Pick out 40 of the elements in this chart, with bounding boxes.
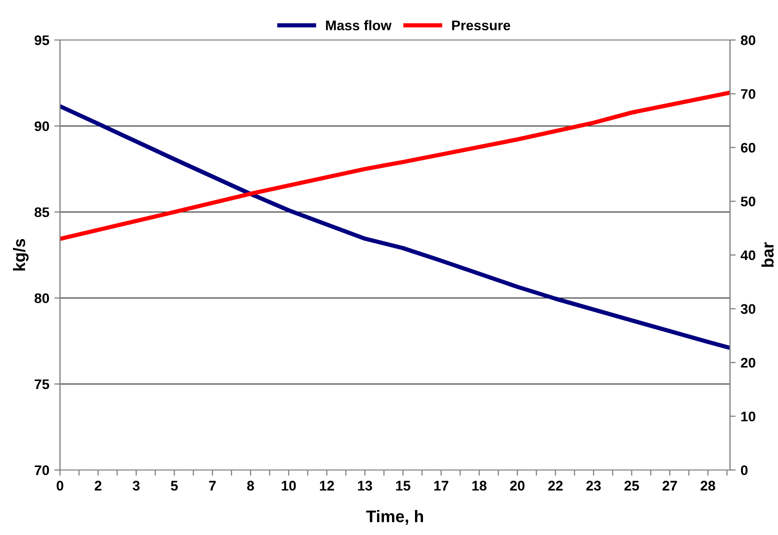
legend-label: Mass flow [326,20,392,30]
y2-axis-title: bar [761,242,774,267]
x-tick-label: 13 [358,480,372,491]
y-tick-label: 90 [34,121,50,132]
x-tick-label: 27 [662,480,677,490]
x-tick-label: 5 [170,480,178,491]
y2-tick-label: 0 [740,465,748,476]
x-tick-label: 8 [247,480,254,491]
y-axis-title: kg/s [12,239,29,271]
line-series [60,104,730,350]
x-tick-label: 22 [548,480,563,490]
y2-tick-label: 60 [740,142,756,153]
y-tick-label: 80 [34,293,50,304]
y2-tick-label: 10 [741,412,756,422]
x-tick-label: 18 [472,480,487,491]
x-tick-label: 2 [94,480,102,490]
x-tick-label: 7 [209,480,216,490]
y2-tick-label: 30 [740,304,756,314]
x-tick-label: 10 [282,480,296,491]
y-tick-label: 95 [34,35,50,46]
x-tick-label: 23 [586,480,601,491]
x-tick-label: 20 [510,480,524,491]
y-tick-label: 75 [34,379,50,390]
y-tick-label: 70 [34,465,50,476]
y2-tick-label: 50 [740,196,756,206]
y-tick-label: 85 [34,207,50,218]
x-tick-label: 12 [320,480,334,490]
x-tick-label: 3 [132,480,140,491]
x-tick-label: 0 [56,480,64,491]
legend-label: Pressure [452,20,510,30]
line-series [60,90,730,241]
x-tick-label: 15 [396,480,410,491]
y2-tick-label: 40 [740,250,756,260]
x-tick-label: 17 [434,480,448,490]
y2-tick-label: 80 [740,35,756,46]
y2-tick-label: 20 [740,358,756,368]
y2-tick-label: 70 [741,89,756,99]
x-tick-label: 28 [700,480,716,491]
x-tick-label: 25 [624,480,640,491]
x-axis-title: Time, h [366,510,423,525]
